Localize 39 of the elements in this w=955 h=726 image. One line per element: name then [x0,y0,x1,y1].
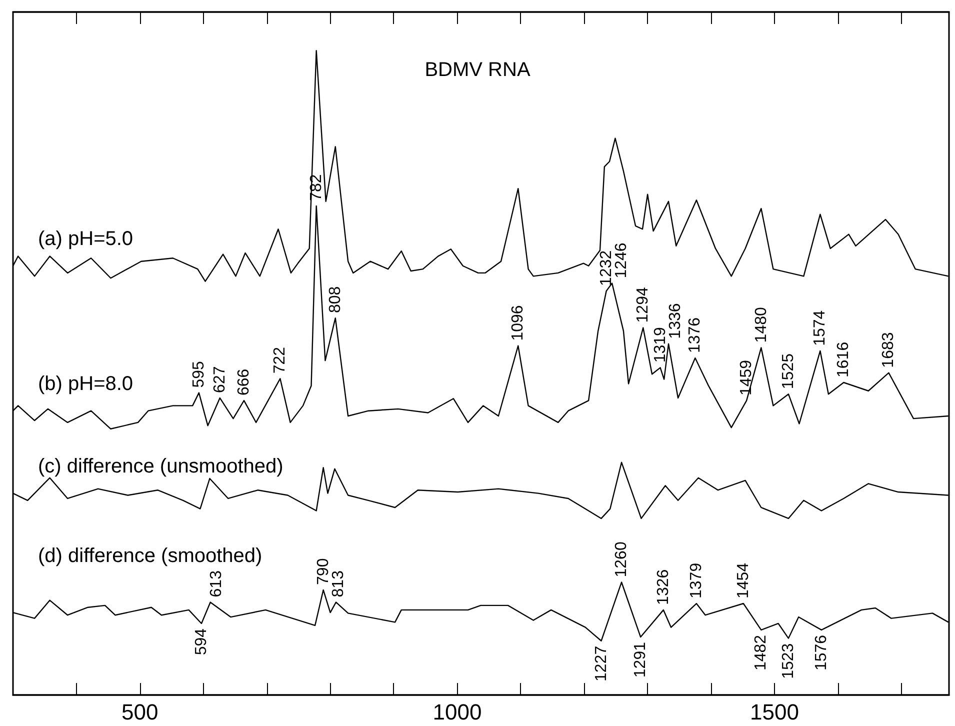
annotation: 1482 [752,634,770,671]
annotation: 1319 [652,326,669,363]
annotation: 1616 [835,342,852,378]
annotation: 1379 [688,562,705,599]
annotation: 1246 [612,242,630,278]
series-label: (d) difference (smoothed) [38,545,262,568]
annotation: 594 [192,628,210,656]
annotation: 1376 [686,317,704,354]
annotation: 1454 [734,562,752,599]
x-tick-label: 1500 [750,700,799,724]
annotation: 1291 [632,642,650,678]
annotation: 1232 [598,250,615,286]
annotation: 1294 [634,287,652,323]
annotation: 813 [330,570,347,598]
annotation: 1227 [592,646,610,682]
series-label: (b) pH=8.0 [38,372,134,395]
annotation: 790 [314,558,332,585]
x-tick-label: 500 [122,700,158,724]
annotation: 666 [235,368,252,396]
annotation: 1576 [812,634,830,671]
series-label: (c) difference (unsmoothed) [38,455,284,478]
annotation: 595 [190,361,208,388]
annotation: 1574 [812,310,829,346]
annotation: 1326 [654,569,672,605]
annotation: 1459 [738,360,756,396]
annotation: 1336 [666,303,684,339]
annotation: 722 [272,346,289,374]
annotation: 1480 [753,307,770,343]
annotation: 1683 [880,332,898,368]
annotation: 1260 [613,542,630,578]
x-tick-label: 1000 [432,700,482,724]
annotation: 1096 [510,305,527,341]
annotation: 808 [326,286,344,314]
annotation: 1523 [780,643,797,679]
annotation: 1525 [780,353,797,390]
annotation: 627 [211,366,228,393]
chart-title: BDMV RNA [424,59,531,81]
series-label: (a) pH=5.0 [38,228,134,250]
annotation: 613 [208,570,225,598]
